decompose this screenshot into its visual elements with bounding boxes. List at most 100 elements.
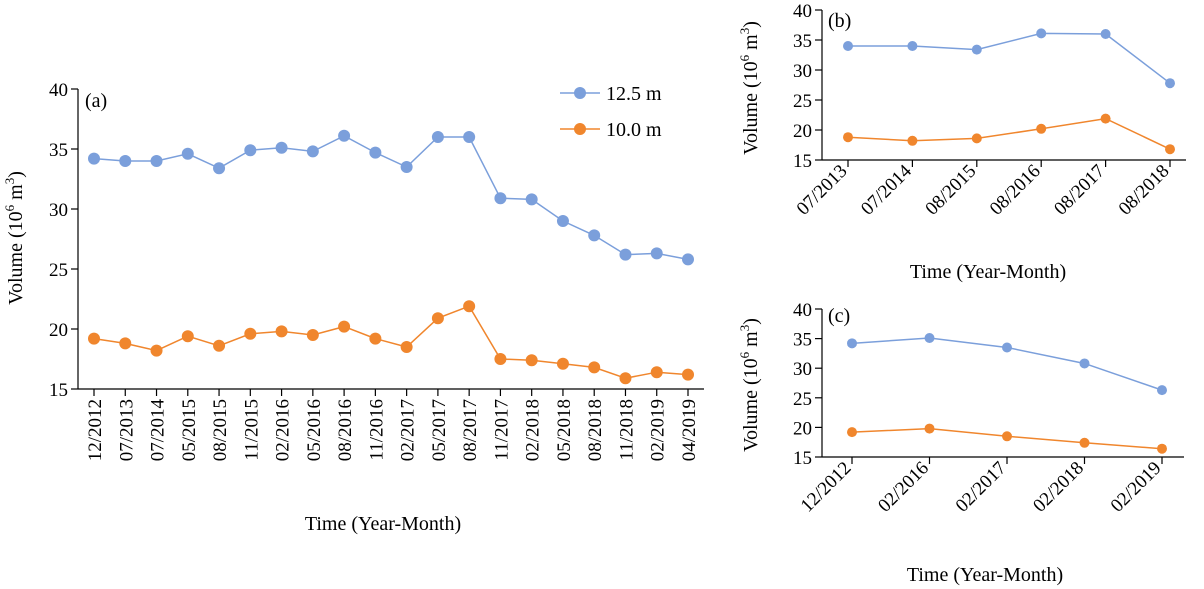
chart-a-x-tick-label: 04/2019 bbox=[679, 399, 700, 461]
chart-a-series-1-point bbox=[88, 152, 100, 165]
chart-a-x-tick-label: 11/2018 bbox=[616, 399, 637, 461]
chart-a-y-tick-label: 40 bbox=[49, 80, 68, 101]
chart-b-x-tick-label: 07/2014 bbox=[857, 160, 916, 219]
chart-c-y-tick-label: 40 bbox=[793, 300, 812, 321]
chart-b-y-tick-label: 35 bbox=[793, 31, 812, 52]
chart-a-series-2-point bbox=[150, 344, 163, 357]
chart-a-series-1-point bbox=[244, 144, 257, 157]
chart-c-y-tick-label: 15 bbox=[793, 448, 812, 469]
chart-a-x-tick-label: 08/2017 bbox=[460, 399, 481, 461]
chart-b-series-2-point bbox=[1165, 144, 1175, 155]
chart-a-series-1-point bbox=[494, 192, 507, 205]
chart-b-series-2-point bbox=[1036, 123, 1047, 134]
chart-a-series-2-point bbox=[588, 361, 601, 374]
chart-b-series-1-point bbox=[1100, 29, 1111, 39]
chart-a-series-1-point bbox=[213, 162, 226, 175]
chart-a-panel-label: (a) bbox=[85, 90, 107, 112]
chart-c-x-tick-label: 02/2018 bbox=[1029, 458, 1088, 517]
chart-c-series-1-point bbox=[1157, 385, 1167, 396]
legend-marker-b bbox=[574, 123, 586, 135]
chart-c-y-tick-label: 20 bbox=[793, 418, 812, 439]
chart-a-series-1-point bbox=[306, 145, 319, 158]
chart-b-panel-label: (b) bbox=[828, 10, 851, 32]
chart-b-y-tick-label: 15 bbox=[793, 151, 812, 172]
chart-a-x-tick-label: 08/2016 bbox=[335, 399, 356, 461]
chart-a-series-2-point bbox=[369, 332, 382, 345]
chart-b-y-tick-label: 30 bbox=[793, 61, 812, 82]
chart-b-series-line-2 bbox=[847, 117, 1171, 150]
chart-b-x-tick-label: 08/2016 bbox=[986, 161, 1045, 220]
chart-a-series-1-point bbox=[682, 253, 694, 266]
chart-a-series-2-point bbox=[650, 366, 663, 379]
chart-a-x-tick-label: 11/2015 bbox=[241, 399, 262, 461]
chart-a-y-tick-label: 15 bbox=[49, 380, 68, 401]
chart-a-series-2-point bbox=[525, 354, 538, 367]
chart-a-series-1-point bbox=[619, 248, 632, 261]
chart-a-series-2-point bbox=[463, 300, 476, 313]
chart-a-series-1-point bbox=[150, 155, 163, 167]
chart-a-series-1-point bbox=[369, 146, 382, 159]
chart-b-y-tick-label: 40 bbox=[793, 1, 812, 22]
chart-a-x-tick-label: 11/2017 bbox=[491, 399, 512, 461]
chart-a-x-tick-label: 02/2016 bbox=[273, 399, 294, 461]
chart-a-y-tick-label: 20 bbox=[49, 320, 68, 341]
chart-c-series-2-point bbox=[924, 423, 935, 434]
chart-a-series-2-point bbox=[431, 312, 444, 325]
chart-b-y-tick-label: 25 bbox=[793, 91, 812, 112]
chart-a-series-1-point bbox=[181, 147, 194, 160]
chart-a-x-tick-label: 07/2013 bbox=[116, 399, 137, 461]
chart-a-series-2-point bbox=[400, 341, 413, 353]
chart-a-series-2-point bbox=[556, 357, 569, 370]
chart-a-series-1-point bbox=[650, 247, 663, 260]
legend: 12.5 m 10.0 m bbox=[560, 83, 662, 141]
chart-c-series-2-point bbox=[1002, 431, 1012, 442]
chart-a-series-1-point bbox=[431, 131, 444, 143]
chart-c-series-2-point bbox=[1157, 443, 1167, 454]
chart-c-xlabel: Time (Year-Month) bbox=[907, 564, 1063, 586]
chart-a-series-2-point bbox=[338, 320, 351, 333]
chart-a-series-2-point bbox=[88, 332, 100, 345]
chart-a-x-tick-label: 05/2015 bbox=[179, 399, 200, 461]
chart-c-series-1-point bbox=[1002, 342, 1012, 353]
chart-b-x-tick-label: 08/2015 bbox=[921, 161, 980, 220]
chart-a-x-tick-label: 12/2012 bbox=[85, 399, 106, 461]
chart-a-series-2-point bbox=[494, 353, 507, 365]
chart-b-series-1-point bbox=[1165, 78, 1175, 89]
chart-a-x-tick-label: 05/2016 bbox=[304, 399, 325, 461]
chart-a: 15 20 25 30 35 40 12/2012 07/2013 07/2014 05/2015… bbox=[2, 80, 704, 535]
chart-a-x-tick-label: 07/2014 bbox=[148, 399, 169, 462]
chart-a-y-tick-label: 35 bbox=[49, 140, 68, 161]
chart-c-y-tick-label: 25 bbox=[793, 389, 812, 410]
chart-c-series-1-point bbox=[1079, 358, 1090, 369]
chart-c-series-1-point bbox=[924, 333, 935, 344]
chart-a-series-1-point bbox=[275, 141, 288, 154]
chart-a-x-tick-label: 08/2015 bbox=[210, 399, 231, 461]
chart-a-x-tick-label: 02/2018 bbox=[523, 399, 544, 461]
chart-b-ylabel: Volume (106 m3) bbox=[737, 21, 762, 155]
chart-a-x-tick-label: 02/2019 bbox=[648, 399, 669, 461]
chart-a-series-2-point bbox=[306, 329, 319, 341]
chart-a-series-2-point bbox=[275, 325, 288, 338]
chart-b-series-2-point bbox=[971, 133, 982, 144]
chart-a-x-tick-label: 05/2018 bbox=[554, 399, 575, 461]
chart-a-series-2-point bbox=[682, 368, 694, 381]
chart-a-series-1-point bbox=[400, 161, 413, 173]
chart-a-series-2-point bbox=[181, 330, 194, 343]
chart-c-series-1-point bbox=[847, 338, 857, 349]
chart-a-series-2-point bbox=[119, 337, 132, 350]
chart-a-x-tick-label: 11/2016 bbox=[366, 399, 387, 461]
chart-b-series-line-1 bbox=[848, 32, 1171, 84]
chart-b-x-tick-label: 08/2018 bbox=[1115, 161, 1174, 220]
chart-b-x-tick-label: 08/2017 bbox=[1050, 161, 1109, 220]
chart-a-series-1-point bbox=[463, 131, 476, 143]
chart-b-xlabel: Time (Year-Month) bbox=[910, 261, 1066, 283]
chart-b-series-1-point bbox=[1036, 28, 1047, 39]
chart-c-y-tick-label: 35 bbox=[793, 330, 812, 351]
chart-a-xlabel: Time (Year-Month) bbox=[305, 513, 461, 535]
chart-a-series-1-point bbox=[338, 129, 351, 142]
